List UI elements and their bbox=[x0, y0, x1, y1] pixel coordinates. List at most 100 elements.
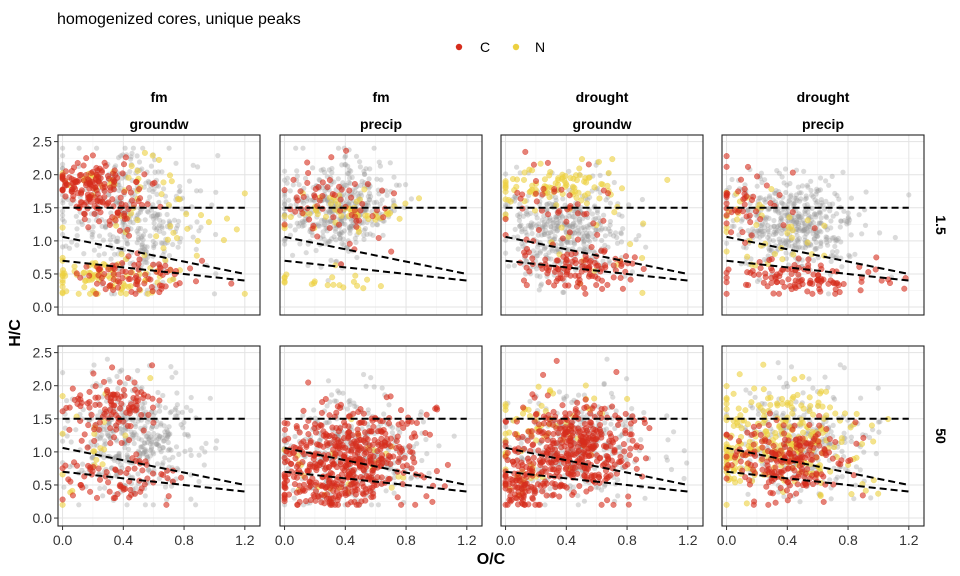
point-background bbox=[102, 438, 108, 444]
point-background bbox=[811, 212, 818, 218]
point-c bbox=[364, 180, 371, 187]
point-background bbox=[779, 217, 785, 223]
point-background bbox=[856, 212, 862, 218]
point-background bbox=[176, 189, 182, 195]
point-background bbox=[390, 425, 396, 431]
point-background bbox=[320, 222, 326, 228]
point-background bbox=[346, 180, 352, 186]
point-background bbox=[542, 502, 548, 508]
point-background bbox=[585, 237, 591, 243]
point-background bbox=[91, 247, 97, 253]
x-tick-label: 0.8 bbox=[396, 532, 416, 548]
point-c bbox=[295, 461, 302, 468]
point-n bbox=[176, 196, 183, 203]
point-background bbox=[81, 251, 87, 257]
point-c bbox=[337, 401, 344, 408]
point-c bbox=[329, 432, 336, 439]
point-c bbox=[138, 412, 145, 419]
point-c bbox=[433, 404, 440, 411]
point-c bbox=[312, 194, 319, 201]
point-background bbox=[74, 226, 80, 232]
point-background bbox=[63, 243, 69, 249]
point-c bbox=[398, 419, 405, 426]
point-background bbox=[329, 165, 335, 172]
point-background bbox=[181, 419, 187, 426]
facet-col-label-line1: fm bbox=[372, 89, 389, 105]
point-n bbox=[233, 226, 240, 233]
point-background bbox=[119, 367, 125, 373]
facet-panel bbox=[279, 134, 483, 316]
point-c bbox=[387, 435, 394, 442]
point-background bbox=[367, 166, 373, 172]
point-background bbox=[829, 235, 836, 241]
point-n bbox=[93, 456, 100, 463]
point-background bbox=[116, 182, 122, 188]
point-c bbox=[345, 435, 352, 442]
facet-row-label: 50 bbox=[933, 428, 949, 444]
point-n bbox=[575, 189, 582, 196]
point-c bbox=[366, 473, 373, 480]
point-background bbox=[423, 436, 429, 443]
point-background bbox=[294, 220, 300, 226]
point-background bbox=[215, 153, 221, 159]
point-c bbox=[281, 221, 288, 228]
point-background bbox=[134, 228, 140, 234]
point-background bbox=[140, 145, 146, 151]
facet-panel: 0.00.51.01.52.02.5 bbox=[33, 134, 261, 316]
point-c bbox=[583, 210, 590, 217]
point-c bbox=[383, 394, 390, 401]
point-n bbox=[788, 234, 795, 241]
point-c bbox=[81, 431, 88, 438]
point-background bbox=[124, 237, 130, 244]
point-background bbox=[193, 246, 199, 252]
point-background bbox=[155, 389, 161, 396]
point-background bbox=[403, 182, 409, 188]
point-c bbox=[302, 423, 309, 430]
point-background bbox=[138, 235, 144, 241]
y-tick-label: 0.0 bbox=[33, 510, 53, 526]
point-background bbox=[177, 183, 183, 190]
point-c bbox=[559, 402, 566, 409]
point-c bbox=[386, 475, 393, 482]
point-n bbox=[396, 215, 403, 222]
point-background bbox=[213, 445, 219, 451]
point-background bbox=[642, 495, 648, 501]
point-c bbox=[81, 216, 88, 223]
point-c bbox=[116, 379, 123, 386]
point-c bbox=[388, 248, 395, 255]
point-c bbox=[817, 288, 824, 295]
x-tick-label: 0.4 bbox=[114, 532, 134, 548]
point-c bbox=[158, 282, 165, 289]
point-n bbox=[611, 209, 618, 216]
point-background bbox=[724, 240, 730, 246]
point-background bbox=[346, 171, 352, 177]
point-c bbox=[333, 409, 340, 416]
point-background bbox=[156, 228, 163, 234]
point-n bbox=[134, 167, 141, 174]
point-c bbox=[581, 285, 588, 292]
point-c bbox=[150, 261, 157, 268]
point-background bbox=[518, 222, 524, 228]
point-background bbox=[167, 410, 173, 416]
point-background bbox=[805, 184, 811, 190]
point-background bbox=[292, 227, 298, 233]
point-c bbox=[71, 396, 78, 403]
point-background bbox=[681, 448, 687, 454]
point-n bbox=[149, 152, 156, 159]
y-tick-label: 0.0 bbox=[33, 299, 53, 315]
point-c bbox=[66, 426, 73, 433]
point-c bbox=[789, 169, 796, 176]
point-c bbox=[144, 393, 151, 400]
point-c bbox=[305, 169, 312, 176]
point-c bbox=[581, 404, 588, 411]
point-c bbox=[444, 461, 451, 468]
point-c bbox=[566, 192, 573, 199]
point-c bbox=[96, 426, 103, 433]
point-background bbox=[783, 189, 789, 196]
point-background bbox=[287, 188, 293, 194]
point-c bbox=[127, 423, 134, 430]
point-background bbox=[159, 435, 165, 441]
point-c bbox=[114, 278, 121, 285]
point-background bbox=[154, 213, 160, 219]
point-c bbox=[725, 266, 732, 273]
